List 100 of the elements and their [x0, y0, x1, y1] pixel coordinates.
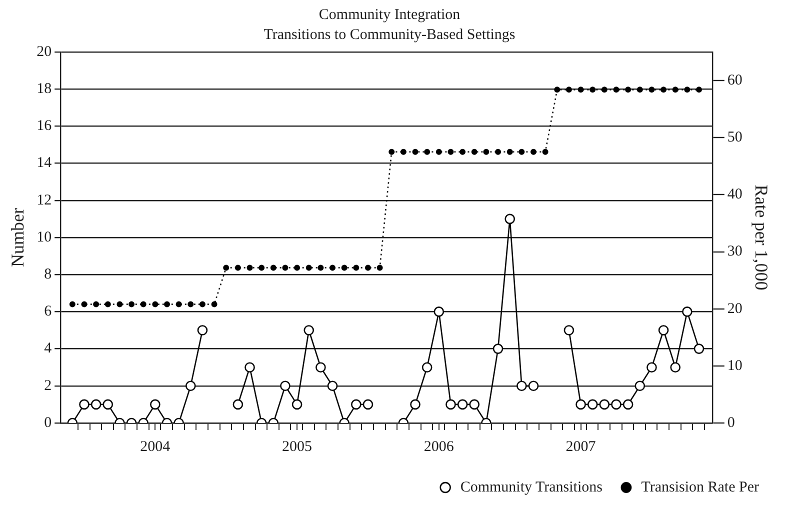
- point: [448, 148, 454, 155]
- point: [506, 148, 513, 155]
- point: [232, 399, 244, 410]
- point: [601, 86, 608, 93]
- point: [164, 301, 170, 308]
- point: [410, 399, 420, 410]
- y-tick-label: 8: [44, 266, 52, 283]
- point: [102, 399, 114, 410]
- point: [646, 362, 657, 372]
- point: [388, 148, 395, 155]
- point: [446, 399, 456, 410]
- point: [376, 264, 383, 271]
- point: [79, 399, 90, 410]
- y2-axis-title: Rate per 1,000: [751, 184, 772, 290]
- point: [530, 148, 536, 155]
- point: [492, 344, 504, 354]
- point: [294, 264, 300, 271]
- point: [258, 264, 265, 271]
- y-tick-label: 14: [36, 155, 52, 172]
- point: [412, 148, 418, 155]
- point: [694, 344, 704, 354]
- point: [518, 148, 525, 155]
- x-tick-label: 2006: [424, 438, 454, 455]
- point: [469, 399, 480, 410]
- y-tick-label: 12: [36, 192, 52, 208]
- legend-label: Community Transitions: [460, 479, 603, 496]
- point: [341, 264, 348, 271]
- point: [152, 301, 158, 308]
- point: [400, 148, 406, 155]
- point: [516, 380, 527, 392]
- point: [197, 325, 208, 336]
- point: [471, 148, 478, 155]
- chart-subtitle: Transitions to Community-Based Settings: [264, 26, 516, 43]
- point: [460, 148, 466, 155]
- point: [128, 301, 135, 308]
- point: [660, 86, 667, 93]
- legend-label: Transision Rate Per: [641, 479, 760, 496]
- point: [188, 301, 194, 308]
- point: [554, 86, 560, 93]
- point: [434, 306, 444, 317]
- point: [670, 362, 681, 372]
- y-tick-label: 6: [44, 304, 52, 320]
- y-tick-label: 10: [36, 229, 52, 246]
- point: [634, 380, 646, 392]
- point: [566, 86, 572, 93]
- point: [176, 301, 182, 308]
- point: [658, 325, 669, 336]
- point: [316, 362, 326, 372]
- point: [116, 301, 123, 308]
- point: [625, 86, 632, 93]
- point: [69, 301, 76, 308]
- y2-tick-label: 0: [727, 414, 735, 431]
- point: [223, 264, 230, 271]
- point: [590, 86, 596, 93]
- point: [93, 301, 100, 308]
- point: [81, 301, 88, 308]
- point: [682, 306, 692, 317]
- point: [483, 148, 490, 155]
- chart-title: Community Integration: [318, 6, 461, 23]
- point: [282, 264, 288, 271]
- point: [304, 325, 314, 336]
- point: [327, 380, 338, 392]
- y2-tick-label: 60: [727, 72, 742, 88]
- point: [244, 362, 255, 372]
- point: [613, 86, 620, 93]
- y-tick-label: 18: [36, 81, 52, 98]
- point: [564, 325, 574, 336]
- point: [599, 399, 610, 410]
- point: [306, 264, 312, 271]
- y2-tick-label: 50: [727, 130, 742, 146]
- point: [576, 399, 586, 410]
- point: [185, 380, 196, 392]
- y2-tick-label: 30: [727, 244, 742, 260]
- point: [362, 399, 374, 410]
- point: [90, 399, 102, 410]
- x-tick-label: 2005: [282, 438, 312, 455]
- y2-tick-label: 20: [727, 300, 742, 317]
- point: [330, 264, 336, 271]
- x-tick-label: 2004: [140, 438, 171, 455]
- point: [211, 301, 218, 308]
- x-tick-label: 2007: [566, 438, 596, 455]
- y-tick-label: 16: [36, 118, 52, 134]
- point: [696, 86, 702, 93]
- y-tick-label: 4: [44, 340, 52, 357]
- point: [528, 380, 539, 392]
- point: [636, 86, 643, 93]
- point: [280, 380, 290, 392]
- point: [270, 264, 276, 271]
- point: [234, 264, 241, 271]
- point: [422, 362, 432, 372]
- point: [199, 301, 206, 308]
- point: [622, 399, 634, 410]
- point: [578, 86, 584, 93]
- point: [246, 264, 253, 271]
- y2-tick-label: 40: [727, 186, 742, 203]
- point: [104, 301, 111, 308]
- point: [457, 399, 468, 410]
- point: [587, 399, 598, 410]
- point: [611, 399, 622, 410]
- y-tick-label: 20: [36, 44, 52, 60]
